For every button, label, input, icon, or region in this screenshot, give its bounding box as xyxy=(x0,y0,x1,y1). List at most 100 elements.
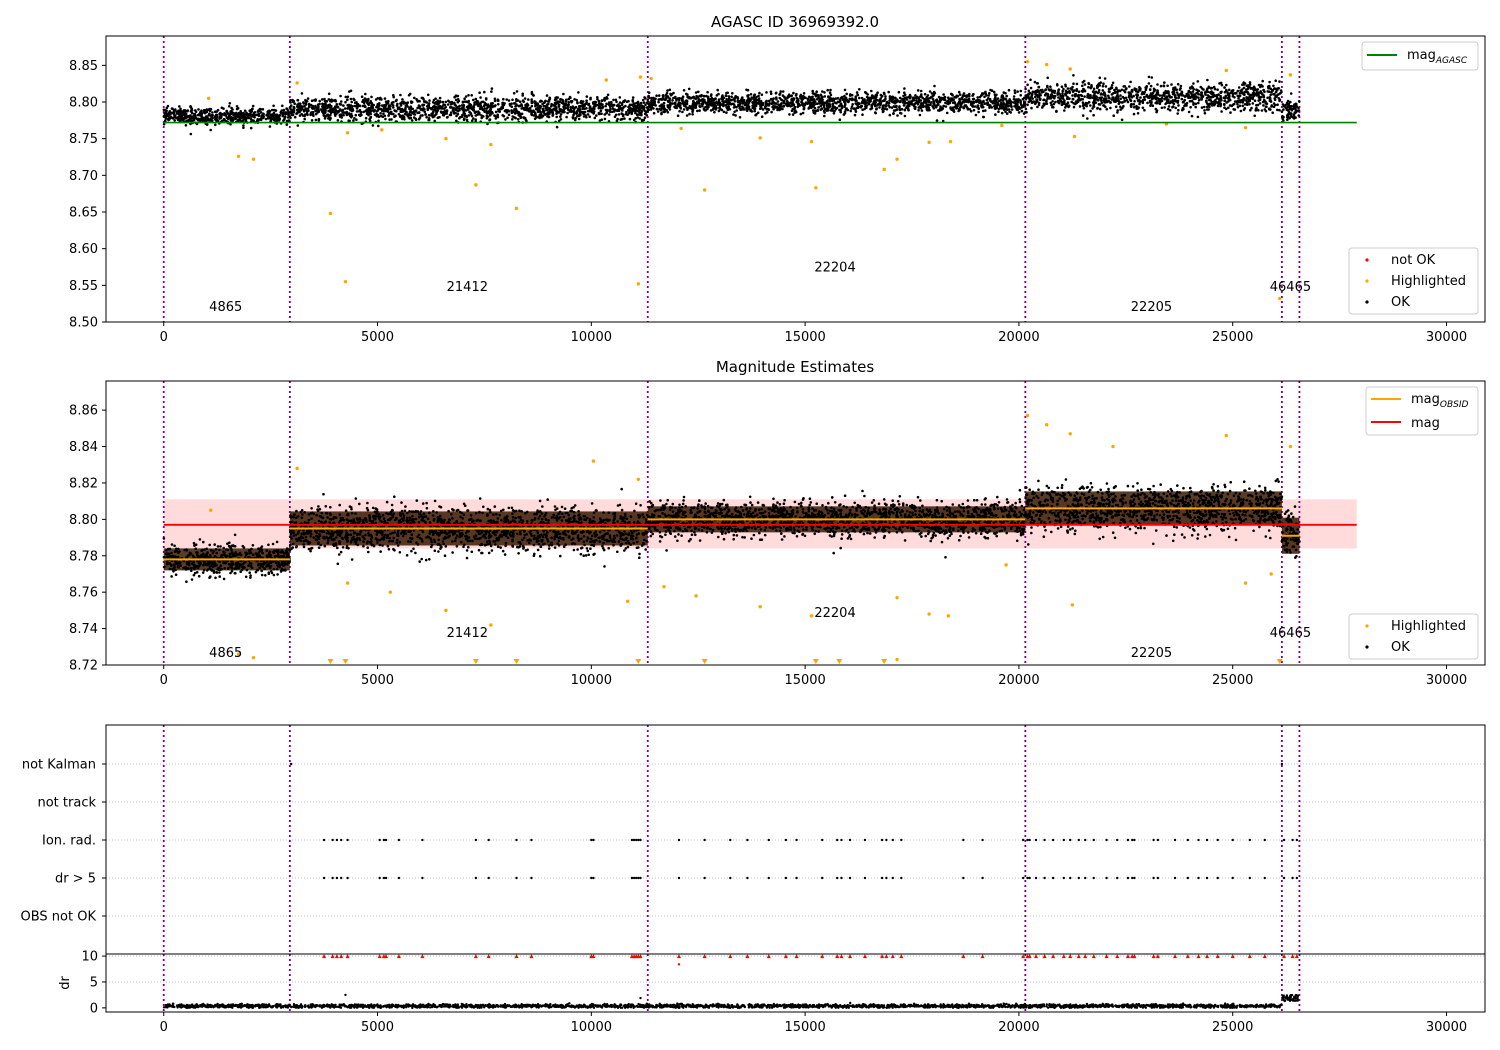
ok-point xyxy=(1172,89,1176,92)
ok-point xyxy=(175,110,178,113)
ok-point xyxy=(385,107,389,110)
ok-point xyxy=(936,103,939,107)
ok-point xyxy=(898,96,902,100)
ok-point xyxy=(1274,103,1277,107)
ok-point xyxy=(861,98,865,102)
ok-point xyxy=(1180,92,1184,96)
ok-point xyxy=(1120,88,1124,92)
ok-point xyxy=(823,111,826,114)
ok-point xyxy=(1297,114,1301,117)
ok-point xyxy=(720,97,723,100)
ok-point xyxy=(685,99,688,102)
ok-point xyxy=(753,108,756,111)
ok-point xyxy=(409,105,413,108)
ok-point xyxy=(197,108,200,111)
ok-point xyxy=(1216,104,1220,108)
ok-point xyxy=(1174,96,1178,100)
highlighted-point xyxy=(882,167,886,172)
ok-point xyxy=(331,107,335,111)
ok-point xyxy=(285,123,289,126)
ok-point xyxy=(1052,102,1056,106)
ok-point xyxy=(706,90,709,94)
ok-point xyxy=(603,117,607,121)
ok-point xyxy=(1098,76,1102,80)
ok-point xyxy=(747,97,750,101)
ok-point xyxy=(1112,114,1115,117)
ok-point xyxy=(214,123,217,127)
ok-point xyxy=(184,115,187,119)
ok-point xyxy=(862,100,866,104)
ok-point xyxy=(355,118,358,121)
ok-point xyxy=(360,113,363,117)
ok-point xyxy=(1196,89,1200,92)
ok-point xyxy=(686,108,689,111)
ok-point xyxy=(1189,91,1193,94)
ok-point xyxy=(646,98,650,101)
ok-point xyxy=(222,117,226,121)
ok-point xyxy=(1075,82,1079,86)
ok-point xyxy=(354,113,358,117)
ok-point xyxy=(1297,100,1301,103)
ok-point xyxy=(815,102,819,105)
ok-point xyxy=(746,106,750,110)
ok-point xyxy=(604,104,607,108)
ok-point xyxy=(587,102,591,106)
ok-point xyxy=(1156,83,1159,86)
ok-point xyxy=(233,533,237,537)
ok-point xyxy=(1164,102,1167,106)
ok-point xyxy=(399,104,403,107)
ok-point xyxy=(879,101,883,105)
ok-point xyxy=(339,103,343,106)
ok-point xyxy=(510,105,514,109)
ok-point xyxy=(994,105,997,108)
ok-point xyxy=(510,102,513,105)
ok-point xyxy=(1071,94,1074,97)
ok-point xyxy=(179,107,182,111)
ok-point xyxy=(1166,107,1170,111)
ok-point xyxy=(306,107,310,110)
ok-point xyxy=(696,109,699,113)
x-tick-label: 0 xyxy=(160,330,168,345)
ok-point xyxy=(1017,105,1021,109)
ok-point xyxy=(323,111,327,115)
ok-point xyxy=(906,107,910,110)
ok-point xyxy=(295,112,298,116)
ok-point xyxy=(1096,98,1100,102)
ok-point xyxy=(1276,103,1279,106)
ok-point xyxy=(1042,98,1045,102)
ok-point xyxy=(1162,84,1166,87)
ok-point xyxy=(597,104,601,107)
ok-point xyxy=(1057,88,1061,91)
ok-point xyxy=(751,104,754,108)
ok-point xyxy=(899,112,903,115)
ok-point xyxy=(390,110,393,114)
ok-point xyxy=(1092,90,1095,93)
ok-point xyxy=(463,114,467,118)
ok-point xyxy=(735,105,738,109)
ok-point xyxy=(490,90,493,93)
ok-point xyxy=(1284,106,1288,110)
ok-point xyxy=(774,91,778,95)
ok-point xyxy=(293,115,297,119)
ok-point xyxy=(399,93,402,97)
ok-point xyxy=(445,109,449,112)
ok-point xyxy=(1292,117,1296,120)
ok-point xyxy=(928,90,932,93)
ok-point xyxy=(327,98,331,101)
ok-point xyxy=(455,114,458,118)
legend-label: not OK xyxy=(1391,253,1436,268)
ok-point xyxy=(920,109,924,112)
ok-point xyxy=(615,100,618,104)
ok-point xyxy=(619,118,622,121)
ok-point xyxy=(347,119,351,122)
ok-point xyxy=(596,96,599,99)
ok-point xyxy=(665,91,669,95)
ok-point xyxy=(318,99,322,103)
ok-point xyxy=(738,116,742,119)
ok-point xyxy=(1232,108,1235,111)
ok-point xyxy=(1242,108,1246,112)
ok-point xyxy=(547,115,551,119)
ok-point xyxy=(1028,98,1031,101)
ok-point xyxy=(1130,90,1134,93)
ok-point xyxy=(494,110,498,114)
